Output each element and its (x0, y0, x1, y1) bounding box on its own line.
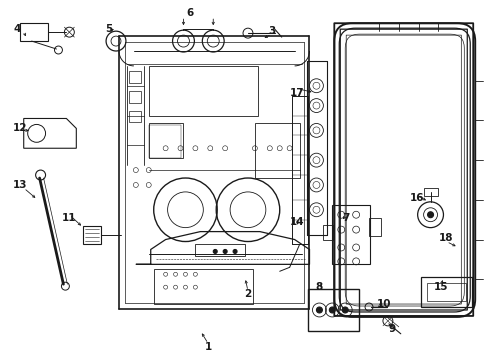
Bar (83, 226, 101, 243)
Text: 13: 13 (13, 180, 27, 190)
Text: 12: 12 (13, 123, 27, 134)
Bar (308, 289, 359, 331)
Bar (427, 283, 466, 301)
Text: 17: 17 (290, 88, 305, 98)
Bar (369, 218, 381, 235)
Bar (424, 188, 438, 196)
Bar (129, 71, 141, 83)
Text: 4: 4 (13, 24, 21, 34)
Text: 10: 10 (377, 299, 391, 309)
Text: 8: 8 (316, 282, 323, 292)
Text: 3: 3 (268, 26, 275, 36)
Text: 5: 5 (105, 24, 113, 34)
Bar (323, 225, 333, 239)
Text: 9: 9 (388, 324, 395, 334)
Bar (196, 244, 245, 256)
Text: 2: 2 (245, 289, 251, 299)
Bar (154, 269, 253, 304)
Bar (255, 123, 299, 178)
Text: 18: 18 (439, 233, 454, 243)
Circle shape (223, 249, 227, 253)
Bar (20, 23, 48, 41)
Bar (129, 111, 141, 122)
Text: 7: 7 (343, 213, 350, 223)
Bar (420, 277, 472, 307)
Circle shape (329, 307, 335, 313)
Bar (332, 205, 370, 264)
Text: 6: 6 (187, 8, 194, 18)
Bar (149, 66, 258, 116)
Circle shape (342, 307, 348, 313)
Text: 16: 16 (410, 193, 424, 203)
Bar (129, 91, 141, 103)
Circle shape (317, 307, 322, 313)
Bar (149, 125, 181, 158)
Text: 14: 14 (290, 217, 305, 227)
Circle shape (213, 249, 217, 253)
Bar (149, 123, 183, 158)
Text: 1: 1 (205, 342, 212, 352)
Text: 11: 11 (62, 213, 76, 223)
Circle shape (428, 212, 434, 218)
Text: 15: 15 (434, 282, 449, 292)
Circle shape (233, 249, 237, 253)
